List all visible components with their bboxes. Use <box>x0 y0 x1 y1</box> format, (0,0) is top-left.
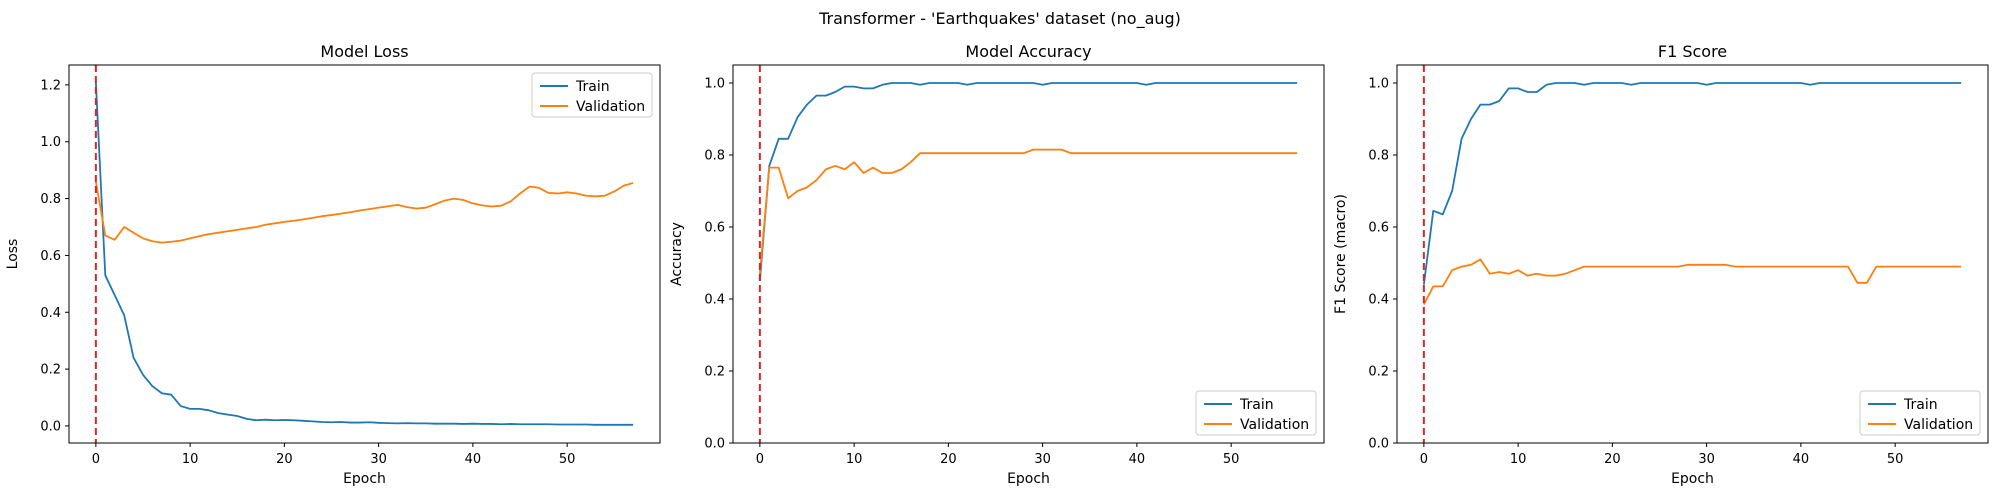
x-tick-label: 50 <box>1887 452 1904 467</box>
y-tick-label: 1.0 <box>40 135 61 150</box>
y-tick-label: 0.8 <box>1368 149 1389 164</box>
series-line-train <box>758 82 1298 282</box>
legend-label-train: Train <box>1239 397 1274 413</box>
x-tick-label: 30 <box>370 452 387 467</box>
x-tick-label: 30 <box>1034 452 1051 467</box>
y-axis-label: Accuracy <box>669 222 685 286</box>
x-tick-label: 20 <box>276 452 293 467</box>
x-axis-label: Epoch <box>1671 471 1714 487</box>
x-axis-label: Epoch <box>343 471 386 487</box>
x-tick-label: 40 <box>1129 452 1146 467</box>
x-tick-label: 0 <box>1420 452 1428 467</box>
chart-title: Model Accuracy <box>965 42 1091 61</box>
y-tick-label: 0.4 <box>1368 293 1389 308</box>
x-tick-label: 50 <box>1223 452 1240 467</box>
figure-title: Transformer - 'Earthquakes' dataset (no_… <box>818 9 1181 29</box>
y-tick-label: 0.2 <box>40 363 61 378</box>
y-axis-label: F1 Score (macro) <box>1333 194 1349 314</box>
y-tick-label: 1.0 <box>704 77 725 92</box>
chart-panel-3: F1 Score Epoch F1 Score (macro) 0 10 20 30 40 50… <box>1333 42 1989 487</box>
chart-panel-1: Model Loss Epoch Loss 0 10 20 30 40 50 0.0 0.2 0.4 0… <box>5 42 661 487</box>
y-tick-label: 0.8 <box>40 192 61 207</box>
x-tick-label: 50 <box>559 452 576 467</box>
series-line-validation <box>94 181 634 244</box>
legend-label-validation: Validation <box>1904 417 1973 433</box>
x-axis-label: Epoch <box>1007 471 1050 487</box>
legend-label-validation: Validation <box>576 99 645 115</box>
x-tick-label: 20 <box>940 452 957 467</box>
chart-panel-2: Model Accuracy Epoch Accuracy 0 10 20 30 40 50 0.… <box>669 42 1325 487</box>
x-tick-label: 10 <box>846 452 863 467</box>
plot-frame <box>732 64 1325 444</box>
legend-label-train: Train <box>1903 397 1938 413</box>
series-line-train <box>94 82 634 426</box>
x-tick-label: 40 <box>1793 452 1810 467</box>
y-tick-label: 1.2 <box>40 78 61 93</box>
legend: Train Validation <box>1859 390 1981 436</box>
x-tick-label: 20 <box>1604 452 1621 467</box>
y-tick-label: 0.2 <box>704 365 725 380</box>
x-tick-label: 0 <box>92 452 100 467</box>
y-tick-label: 0.0 <box>40 419 61 434</box>
chart-title: F1 Score <box>1658 42 1727 61</box>
y-tick-label: 0.4 <box>40 306 61 321</box>
legend: Train Validation <box>1195 390 1317 436</box>
chart-title: Model Loss <box>320 42 408 61</box>
y-tick-label: 1.0 <box>1368 77 1389 92</box>
y-tick-label: 0.6 <box>704 221 725 236</box>
legend-label-validation: Validation <box>1240 417 1309 433</box>
x-tick-label: 0 <box>756 452 764 467</box>
legend: Train Validation <box>531 72 653 118</box>
y-tick-label: 0.6 <box>1368 221 1389 236</box>
panels: Model Loss Epoch Loss 0 10 20 30 40 50 0.0 0.2 0.4 0… <box>5 42 1989 487</box>
x-tick-label: 10 <box>1510 452 1527 467</box>
x-tick-label: 30 <box>1698 452 1715 467</box>
y-tick-label: 0.0 <box>704 437 725 452</box>
y-tick-label: 0.4 <box>704 293 725 308</box>
series-line-validation <box>1423 258 1962 305</box>
y-tick-label: 0.6 <box>40 249 61 264</box>
legend-label-train: Train <box>575 79 610 95</box>
y-tick-label: 0.2 <box>1368 365 1389 380</box>
series-line-train <box>1422 82 1962 285</box>
series-line-validation <box>758 148 1298 274</box>
y-tick-label: 0.0 <box>1368 437 1389 452</box>
y-tick-label: 0.8 <box>704 149 725 164</box>
plot-frame <box>68 64 661 444</box>
x-tick-label: 40 <box>465 452 482 467</box>
x-tick-label: 10 <box>182 452 199 467</box>
y-axis-label: Loss <box>5 239 21 270</box>
plot-frame <box>1396 64 1989 444</box>
